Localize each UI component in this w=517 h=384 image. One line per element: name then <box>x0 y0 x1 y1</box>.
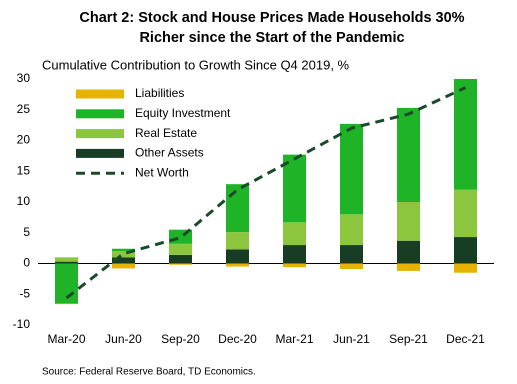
x-tick-label: Sep-20 <box>161 332 200 346</box>
x-tick-label: Dec-21 <box>446 332 485 346</box>
x-tick-label: Jun-20 <box>105 332 142 346</box>
bar <box>454 263 477 273</box>
bar <box>226 232 249 250</box>
y-tick-label: 30 <box>17 71 31 85</box>
bar <box>454 189 477 238</box>
bar <box>454 237 477 264</box>
bar <box>340 263 363 270</box>
bar <box>55 303 78 305</box>
bar <box>283 222 306 246</box>
bar <box>112 251 135 258</box>
y-tick-label: 20 <box>17 133 31 147</box>
bar <box>226 249 249 264</box>
legend-label: Net Worth <box>135 165 189 179</box>
bar <box>226 263 249 267</box>
bar <box>397 107 420 202</box>
x-tick-label: Sep-21 <box>389 332 428 346</box>
chart-title: Richer since the Start of the Pandemic <box>139 30 404 46</box>
line <box>65 86 467 300</box>
x-tick-label: Dec-20 <box>218 332 257 346</box>
chart-title: Chart 2: Stock and House Prices Made Hou… <box>79 10 464 26</box>
bar <box>283 154 306 223</box>
x-tick-label: Mar-21 <box>275 332 313 346</box>
legend-swatch <box>76 109 124 119</box>
bar <box>340 245 363 264</box>
source: Source: Federal Reserve Board, TD Econom… <box>42 367 256 378</box>
y-tick-label: -10 <box>13 317 31 331</box>
bar <box>112 248 135 252</box>
bar <box>55 261 78 264</box>
bar <box>169 243 192 255</box>
legend-label: Other Assets <box>135 146 204 160</box>
bar <box>112 263 135 269</box>
legend-label: Real Estate <box>135 126 197 140</box>
chart-subtitle: Cumulative Contribution to Growth Since … <box>42 57 350 72</box>
y-tick-label: 10 <box>17 194 31 208</box>
bar <box>397 240 420 264</box>
bar <box>112 257 135 264</box>
bar <box>169 254 192 264</box>
bar <box>340 214 363 246</box>
legend-swatch <box>76 129 124 139</box>
bar <box>454 79 477 190</box>
y-tick-label: -5 <box>19 286 30 300</box>
bar <box>169 263 192 265</box>
legend-label: Equity Investment <box>135 106 231 120</box>
bar <box>55 257 78 262</box>
x-tick-label: Jun-21 <box>333 332 370 346</box>
legend-swatch <box>76 148 124 158</box>
bar <box>283 263 306 268</box>
bar <box>397 263 420 271</box>
bar <box>226 184 249 233</box>
bar <box>397 202 420 241</box>
bar <box>283 245 306 264</box>
bar <box>340 123 363 215</box>
y-tick-label: 15 <box>17 163 31 177</box>
legend-label: Liabilities <box>135 86 184 100</box>
legend-swatch <box>76 89 124 99</box>
y-tick-label: 0 <box>23 256 30 270</box>
y-tick-label: 5 <box>23 225 30 239</box>
x-tick-label: Mar-20 <box>47 332 85 346</box>
y-tick-label: 25 <box>17 102 31 116</box>
